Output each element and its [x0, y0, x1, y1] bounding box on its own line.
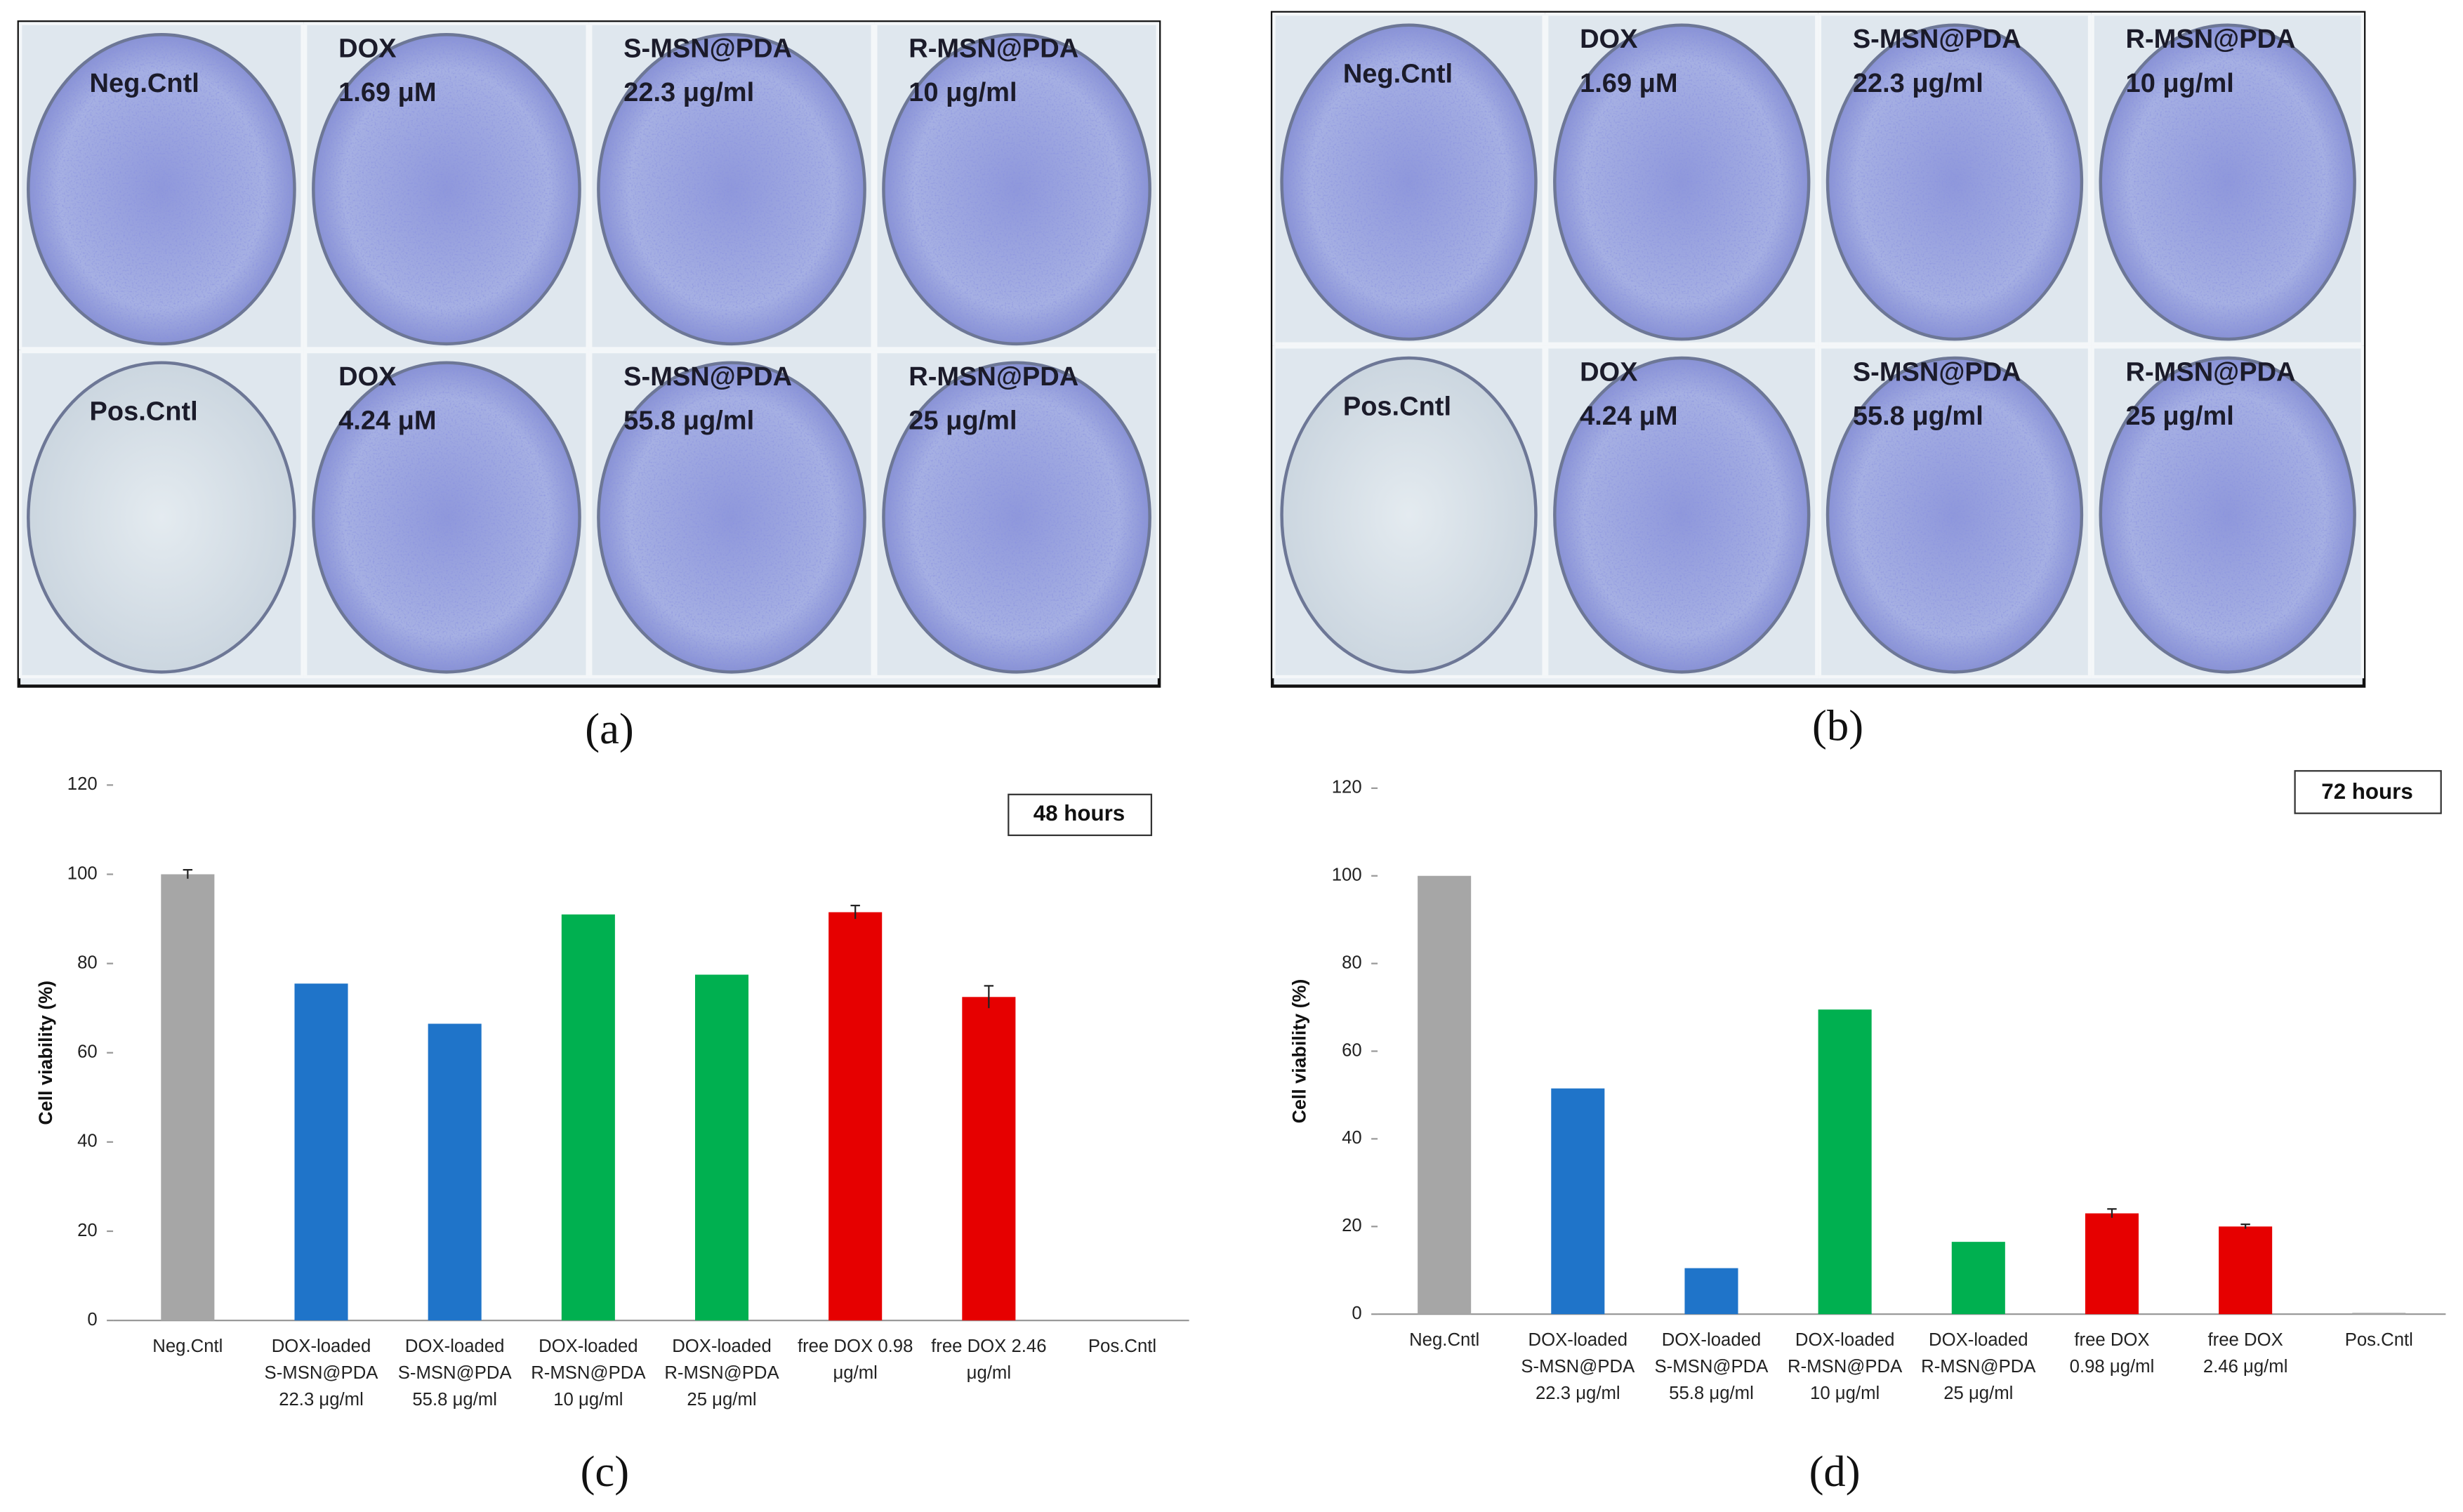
bar: [294, 983, 348, 1321]
well-texture: [888, 39, 1145, 340]
annotation-box: [1008, 793, 1153, 837]
panel-caption: (d): [1809, 1447, 1861, 1496]
bar: [694, 974, 749, 1321]
annotation-box: [2294, 770, 2442, 814]
well-texture: [888, 367, 1145, 668]
bar: [2219, 1226, 2273, 1315]
well-label: DOX 4.24 μM: [338, 362, 436, 436]
well-texture: [318, 39, 575, 340]
well-label: S-MSN@PDA 55.8 μg/ml: [1853, 357, 2021, 431]
x-tick-label: DOX-loaded S-MSN@PDA 22.3 μg/ml: [265, 1337, 379, 1410]
x-tick-label: Neg.Cntl: [152, 1337, 223, 1356]
x-tick-label: Neg.Cntl: [1409, 1330, 1479, 1350]
well-texture: [1286, 29, 1531, 335]
y-tick-label: 120: [1332, 778, 1362, 797]
panel-caption: (b): [1812, 701, 1863, 750]
y-tick-label: 60: [77, 1042, 98, 1062]
well-texture: [2105, 362, 2350, 668]
bar: [2085, 1213, 2139, 1315]
well-label: DOX 4.24 μM: [1580, 357, 1677, 431]
bar: [1951, 1242, 2005, 1315]
well-texture: [32, 39, 290, 340]
well-texture: [1559, 362, 1804, 668]
well-texture: [603, 39, 860, 340]
x-tick-label: DOX-loaded S-MSN@PDA 55.8 μg/ml: [1655, 1330, 1769, 1403]
well-texture: [1832, 29, 2078, 335]
x-tick-label: Pos.Cntl: [1088, 1337, 1156, 1356]
bar: [1418, 875, 1472, 1315]
bar: [1818, 1009, 1872, 1315]
well: [27, 361, 296, 674]
x-tick-label: DOX-loaded S-MSN@PDA 55.8 μg/ml: [398, 1337, 513, 1410]
x-tick-label: DOX-loaded R-MSN@PDA 10 μg/ml: [1788, 1330, 1903, 1403]
well-label: Pos.Cntl: [1343, 392, 1451, 422]
well-label: R-MSN@PDA 25 μg/ml: [2126, 357, 2296, 431]
x-tick-label: free DOX 2.46 μg/ml: [2203, 1330, 2288, 1377]
y-tick-label: 120: [67, 774, 98, 794]
annotation: 48 hours: [1034, 801, 1125, 825]
well-label: DOX 1.69 μM: [338, 34, 436, 108]
y-tick-label: 100: [1332, 866, 1362, 885]
bar: [561, 914, 615, 1321]
bar: [1684, 1268, 1738, 1315]
y-tick-label: 40: [77, 1132, 98, 1151]
bar: [1551, 1088, 1605, 1315]
well-label: R-MSN@PDA 10 μg/ml: [2126, 25, 2296, 98]
x-tick-label: DOX-loaded R-MSN@PDA 25 μg/ml: [1921, 1330, 2036, 1403]
well-label: DOX 1.69 μM: [1580, 25, 1677, 98]
bar: [828, 912, 883, 1321]
well-label: R-MSN@PDA 25 μg/ml: [909, 362, 1078, 436]
x-tick-label: free DOX 2.46 μg/ml: [931, 1337, 1046, 1383]
well-texture: [1559, 29, 1804, 335]
well-texture: [2105, 29, 2350, 335]
well-label: S-MSN@PDA 22.3 μg/ml: [623, 34, 792, 108]
well-label: Pos.Cntl: [90, 397, 198, 426]
well-label: S-MSN@PDA 22.3 μg/ml: [1853, 25, 2021, 98]
well-texture: [1832, 362, 2078, 668]
bar: [2352, 1313, 2406, 1315]
bar: [161, 874, 215, 1321]
y-tick-label: 0: [87, 1310, 97, 1329]
y-tick-label: 100: [67, 863, 98, 883]
y-tick-label: 80: [77, 953, 98, 972]
y-tick-label: 0: [1352, 1304, 1361, 1323]
well-label: R-MSN@PDA 10 μg/ml: [909, 34, 1078, 108]
x-tick-label: Pos.Cntl: [2345, 1330, 2413, 1350]
panel-caption: (c): [581, 1447, 630, 1496]
well-texture: [603, 367, 860, 668]
well: [1280, 356, 1538, 674]
bar: [428, 1023, 482, 1321]
bar: [962, 997, 1016, 1321]
well-label: S-MSN@PDA 55.8 μg/ml: [623, 362, 792, 436]
x-tick-label: DOX-loaded R-MSN@PDA 25 μg/ml: [664, 1337, 779, 1410]
well-texture: [318, 367, 575, 668]
x-tick-label: DOX-loaded R-MSN@PDA 10 μg/ml: [531, 1337, 646, 1410]
y-tick-label: 20: [77, 1221, 98, 1240]
y-tick-label: 80: [1342, 953, 1362, 972]
y-tick-label: 20: [1342, 1216, 1362, 1235]
y-tick-label: 60: [1342, 1040, 1362, 1060]
x-tick-label: free DOX 0.98 μg/ml: [798, 1337, 913, 1383]
x-tick-label: free DOX 0.98 μg/ml: [2070, 1330, 2155, 1377]
y-axis-label: Cell viability (%): [35, 981, 56, 1125]
panel-caption: (a): [585, 704, 634, 753]
annotation: 72 hours: [2321, 779, 2412, 804]
well-label: Neg.Cntl: [1343, 59, 1453, 88]
x-tick-label: DOX-loaded S-MSN@PDA 22.3 μg/ml: [1521, 1330, 1635, 1403]
y-tick-label: 40: [1342, 1128, 1362, 1148]
y-axis-label: Cell viability (%): [1289, 979, 1310, 1124]
well-label: Neg.Cntl: [90, 69, 199, 98]
